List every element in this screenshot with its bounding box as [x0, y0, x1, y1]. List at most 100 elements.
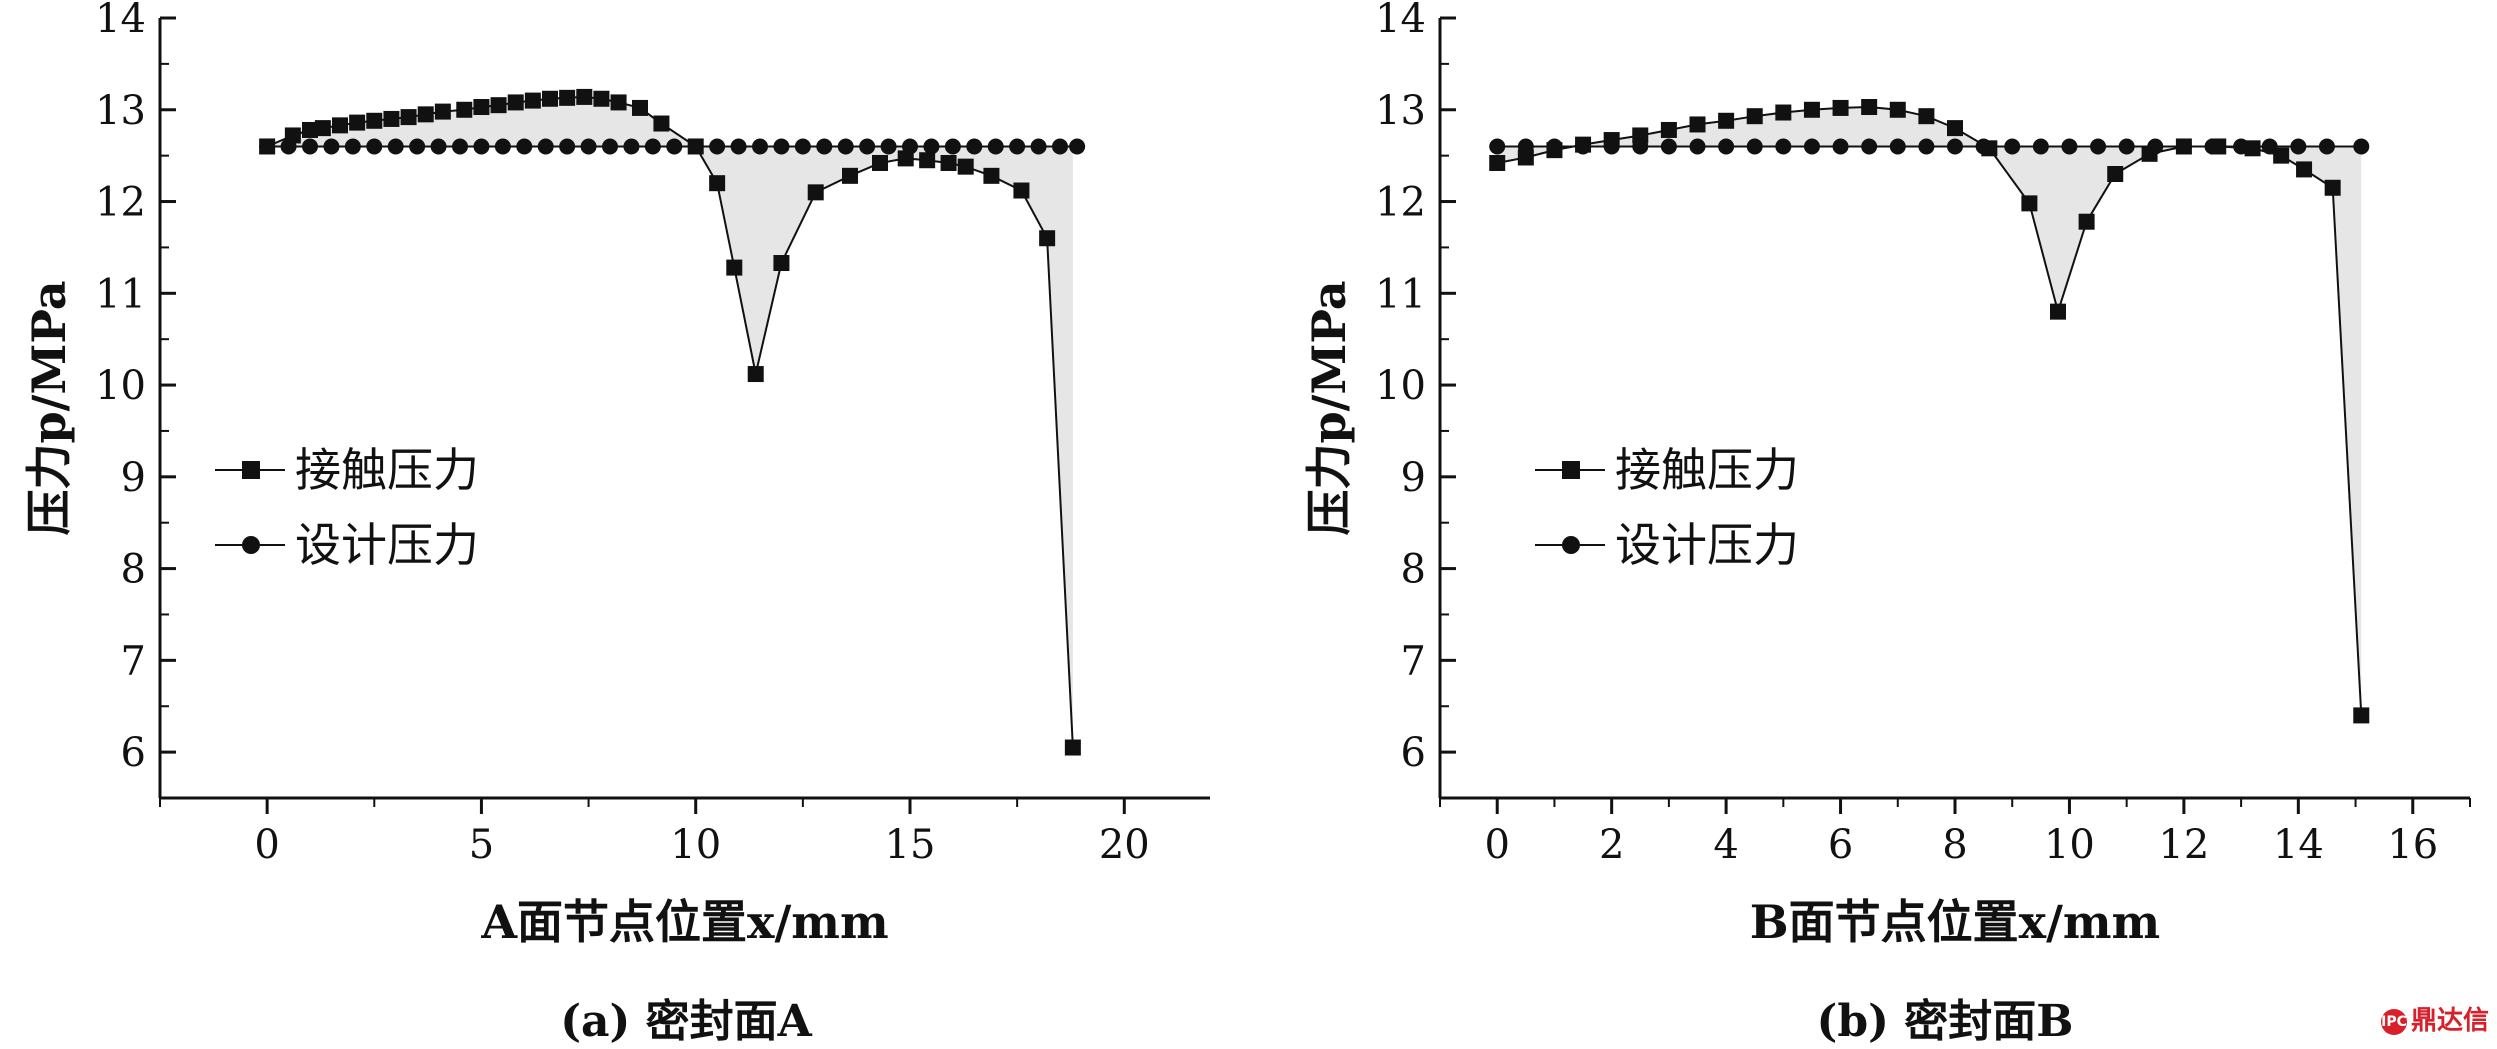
data-point: [1632, 138, 1649, 155]
data-point: [816, 138, 833, 155]
y-tick-label: 13: [1375, 88, 1426, 134]
legend-label: 接触压力: [295, 443, 479, 497]
data-point: [794, 138, 811, 155]
chart-panel-0: 6 7 8 9 10 11 12 13 14 0 5 10 15 20 A面节点位置x/mm 压力p/MPa 接…: [22, 0, 1210, 949]
y-tick-label: 12: [95, 180, 146, 226]
data-point: [537, 138, 554, 155]
data-point: [1575, 138, 1592, 155]
data-point: [773, 255, 790, 272]
x-tick-label: 10: [670, 822, 721, 868]
x-tick-label: 0: [1484, 822, 1509, 868]
data-point: [709, 138, 726, 155]
data-point: [2078, 213, 2095, 230]
caption-a: (a) 密封面A: [560, 996, 812, 1047]
data-point: [1039, 230, 1056, 247]
data-point: [1775, 138, 1792, 155]
y-tick-label: 10: [1375, 363, 1426, 409]
data-point: [2353, 138, 2370, 155]
x-tick-label: 20: [1099, 822, 1150, 868]
x-tick-label: 0: [254, 822, 279, 868]
data-point: [2353, 707, 2370, 724]
data-point: [1775, 104, 1792, 121]
x-tick-label: 8: [1942, 822, 1967, 868]
data-point: [957, 158, 974, 175]
chart-panel-1: 6 7 8 9 10 11 12 13 14 0 2 4 6 8 10 12 14 16 B面节点位置x/mm 压力p…: [1302, 0, 2471, 949]
legend-marker: [242, 461, 260, 479]
data-point: [259, 138, 276, 155]
data-point: [516, 138, 533, 155]
y-tick-label: 14: [95, 0, 146, 42]
data-point: [944, 138, 961, 155]
legend-label: 设计压力: [1615, 518, 1799, 572]
data-point: [2004, 138, 2021, 155]
data-point: [632, 99, 648, 116]
data-point: [2061, 138, 2078, 155]
data-point: [1069, 138, 1086, 155]
y-tick-label: 8: [121, 547, 146, 593]
data-point: [1517, 149, 1534, 166]
data-point: [473, 99, 490, 116]
data-point: [709, 175, 726, 192]
x-tick-label: 5: [469, 822, 494, 868]
y-tick-label: 6: [121, 730, 146, 776]
data-point: [807, 184, 824, 201]
data-point: [919, 152, 936, 169]
legend-marker: [242, 536, 260, 554]
difference-shading: [267, 97, 1073, 748]
data-point: [1889, 101, 1906, 118]
data-point: [1803, 138, 1820, 155]
series-line-0: [266, 95, 1074, 748]
x-tick-label: 10: [2044, 822, 2095, 868]
data-point: [1489, 154, 1506, 171]
data-point: [2107, 166, 2124, 182]
data-point: [280, 138, 297, 155]
data-point: [1918, 108, 1935, 125]
data-point: [2090, 138, 2107, 155]
data-point: [1689, 138, 1706, 155]
data-point: [1746, 138, 1763, 155]
data-point: [366, 138, 383, 155]
data-point: [2261, 138, 2278, 155]
x-tick-label: 15: [885, 822, 936, 868]
data-point: [2050, 303, 2066, 320]
data-point: [2233, 138, 2250, 155]
x-tick-label: 2: [1599, 822, 1624, 868]
data-point: [2118, 138, 2135, 155]
x-tick-label: 4: [1713, 822, 1738, 868]
data-point: [1009, 138, 1026, 155]
data-point: [1718, 112, 1735, 129]
data-point: [1803, 101, 1820, 118]
data-point: [902, 138, 918, 155]
y-tick-label: 9: [1401, 455, 1426, 501]
data-point: [872, 154, 888, 171]
data-point: [1746, 108, 1763, 125]
data-point: [687, 138, 704, 155]
data-point: [332, 117, 348, 134]
data-point: [1013, 182, 1030, 199]
data-point: [323, 138, 340, 155]
data-point: [2175, 138, 2192, 155]
data-point: [1832, 138, 1849, 155]
data-point: [1489, 138, 1506, 155]
data-point: [666, 138, 683, 155]
caption-b: (b) 密封面B: [1816, 996, 2074, 1047]
data-point: [417, 106, 434, 123]
data-point: [1660, 138, 1677, 155]
data-point: [2273, 147, 2290, 164]
data-point: [726, 259, 743, 276]
data-point: [452, 138, 468, 155]
x-axis-label: A面节点位置x/mm: [480, 895, 888, 949]
data-point: [576, 88, 593, 105]
data-point: [747, 366, 764, 383]
data-point: [880, 138, 897, 155]
data-point: [966, 138, 983, 155]
data-point: [542, 90, 558, 107]
data-point: [344, 138, 361, 155]
data-point: [1603, 138, 1620, 155]
data-point: [653, 115, 670, 132]
data-point: [1975, 138, 1992, 155]
data-point: [730, 138, 747, 155]
data-point: [602, 138, 618, 155]
difference-shading: [1497, 107, 2362, 716]
